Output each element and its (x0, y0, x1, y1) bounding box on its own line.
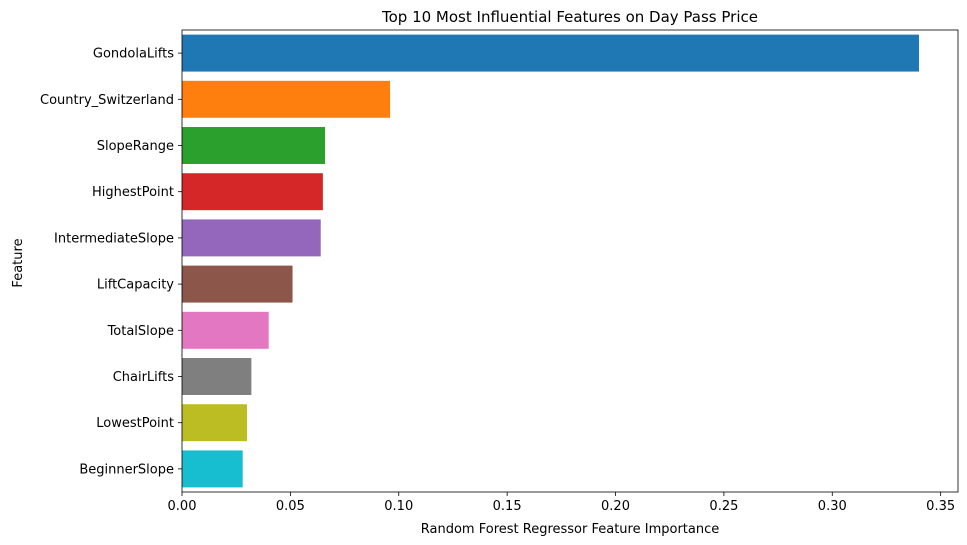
bar-chairlifts (182, 358, 252, 395)
x-tick-label: 0.10 (384, 499, 413, 514)
x-tick-label: 0.25 (709, 499, 738, 514)
bar-lowestpoint (182, 404, 248, 442)
y-tick-label: ChairLifts (113, 370, 175, 385)
x-tick-label: 0.20 (601, 499, 630, 514)
y-axis-ticks: GondolaLifts Country_Switzerland SlopeRang… (40, 47, 182, 477)
bar-gondolalifts (182, 34, 919, 72)
y-tick-label: LowestPoint (96, 416, 174, 431)
bar-sloperange (182, 127, 326, 164)
y-tick-label: SlopeRange (97, 139, 174, 154)
bar-beginnerslope (182, 450, 243, 488)
chart-title: Top 10 Most Influential Features on Day … (381, 8, 758, 26)
bars-group (182, 34, 919, 488)
x-tick-label: 0.30 (818, 499, 847, 514)
x-axis-label: Random Forest Regressor Feature Importan… (421, 522, 719, 537)
y-tick-label: TotalSlope (107, 324, 174, 339)
bar-intermediateslope (182, 219, 321, 257)
y-tick-label: LiftCapacity (97, 278, 174, 293)
plot-frame (181, 29, 959, 493)
x-tick-label: 0.05 (276, 499, 305, 514)
y-tick-label: GondolaLifts (93, 47, 174, 62)
x-tick-label: 0.35 (926, 499, 955, 514)
x-tick-label: 0.00 (168, 499, 197, 514)
bar-totalslope (182, 311, 269, 349)
y-tick-label: BeginnerSlope (79, 462, 174, 477)
y-tick-label: IntermediateSlope (54, 231, 174, 246)
y-tick-label: HighestPoint (92, 185, 174, 200)
y-tick-label: Country_Switzerland (40, 93, 174, 108)
bar-country-switzerland (182, 80, 391, 118)
x-axis-ticks: 0.00 0.05 0.10 0.15 0.20 0.25 0.30 0.35 (168, 492, 955, 514)
bar-liftcapacity (182, 265, 293, 303)
y-axis-label: Feature (11, 238, 26, 287)
x-tick-label: 0.15 (493, 499, 522, 514)
bar-highestpoint (182, 173, 323, 211)
